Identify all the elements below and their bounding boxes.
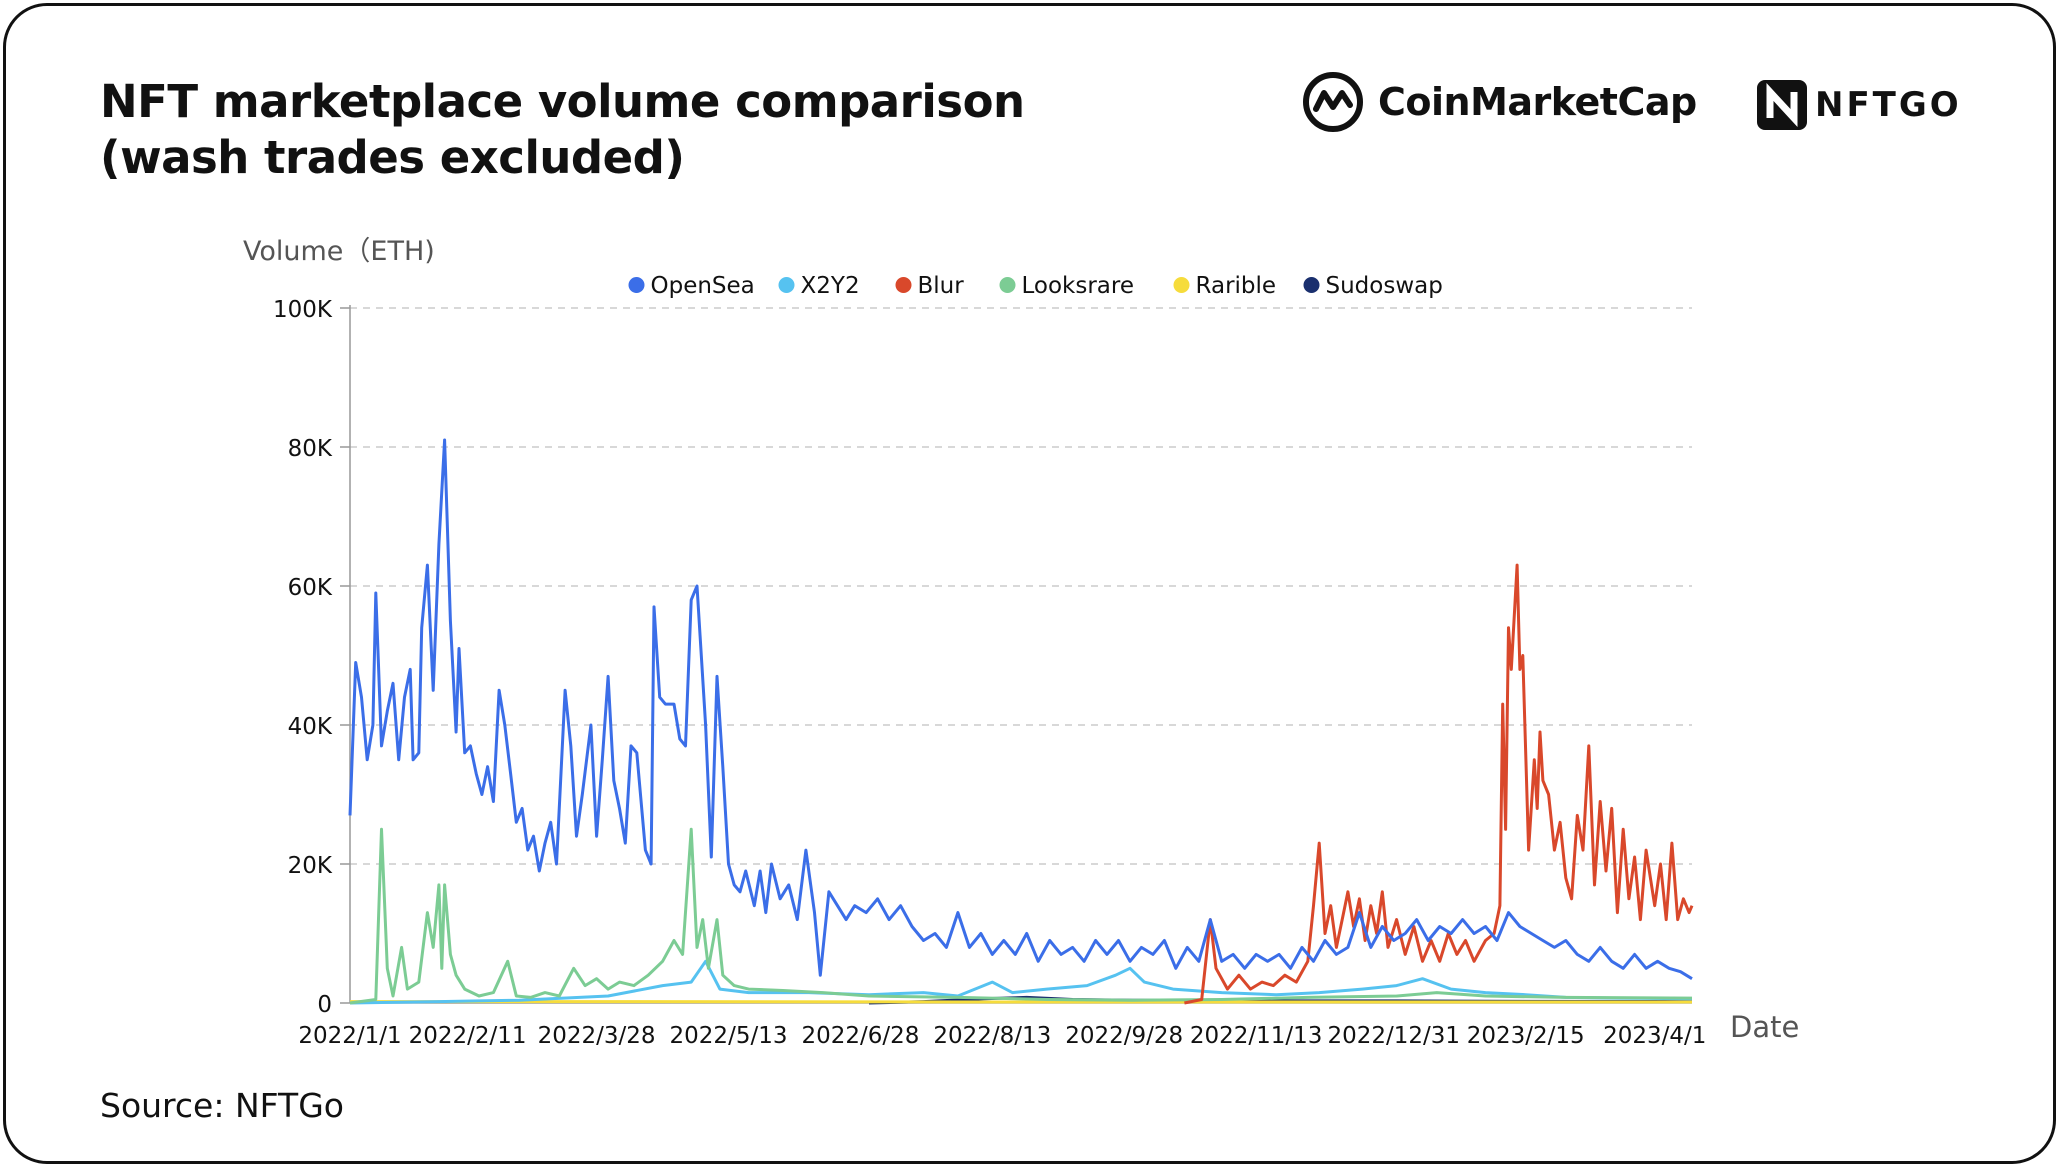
x-tick-label: 2022/3/28 (538, 1023, 656, 1049)
series-line-blur (1184, 563, 1694, 1005)
x-axis-label: Date (1730, 1010, 1799, 1044)
legend: OpenSea X2Y2 Blur Looksrare Rarible Sudoswap (628, 273, 1443, 299)
legend-label-x2y2: X2Y2 (801, 273, 860, 299)
legend-label-rarible: Rarible (1196, 273, 1277, 299)
legend-marker-looksrare (999, 277, 1016, 293)
series-line-opensea (348, 438, 1693, 980)
y-tick-label: 40K (288, 714, 333, 740)
x-tick-label: 2022/9/28 (1065, 1023, 1183, 1049)
x-tick-label: 2022/1/1 (298, 1023, 401, 1049)
coinmarketcap-wordmark: CoinMarketCap (1378, 80, 1697, 124)
y-tick-label: 100K (273, 297, 333, 323)
legend-label-blur: Blur (918, 273, 965, 299)
nftgo-logo: NFTGO (1757, 78, 1962, 132)
chart-title: NFT marketplace volume comparison (wash … (100, 75, 1025, 184)
x-tick-label: 2022/2/11 (409, 1023, 527, 1049)
y-tick-label: 20K (288, 853, 333, 879)
y-tick-label: 0 (317, 992, 332, 1018)
y-tick-label: 60K (288, 575, 333, 601)
nftgo-icon (1757, 80, 1807, 130)
x-tick-label: 2022/6/28 (801, 1023, 919, 1049)
legend-label-sudoswap: Sudoswap (1326, 273, 1443, 299)
axis-layer: 0 20K 40K 60K 80K 100K 2022/1/1 2022/2/11 2022/3… (273, 297, 1706, 1049)
x-tick-label: 2023/2/15 (1467, 1023, 1585, 1049)
legend-marker-rarible (1173, 277, 1190, 293)
legend-marker-opensea (628, 277, 645, 293)
y-tick-label: 80K (288, 436, 333, 462)
coinmarketcap-logo: CoinMarketCap (1302, 70, 1697, 134)
legend-label-looksrare: Looksrare (1022, 273, 1135, 299)
coinmarketcap-icon (1303, 72, 1363, 132)
series-line-x2y2 (349, 959, 1693, 1005)
x-tick-label: 2022/8/13 (933, 1023, 1051, 1049)
legend-marker-sudoswap (1303, 277, 1320, 293)
legend-marker-x2y2 (778, 277, 795, 293)
source-note: Source: NFTGo (100, 1086, 344, 1125)
y-axis-label: Volume（ETH) (243, 236, 435, 267)
legend-label-opensea: OpenSea (651, 273, 755, 299)
x-tick-label: 2022/5/13 (670, 1023, 788, 1049)
chart-card (3, 3, 2056, 1164)
legend-marker-blur (895, 277, 912, 293)
nftgo-wordmark: NFTGO (1815, 85, 1962, 125)
x-tick-label: 2022/12/31 (1327, 1023, 1460, 1049)
series-layer (348, 438, 1694, 1005)
x-tick-label: 2022/11/13 (1190, 1023, 1323, 1049)
series-line-looksrare (349, 827, 1693, 1005)
x-tick-label: 2023/4/1 (1603, 1023, 1706, 1049)
grid-layer (350, 307, 1692, 865)
